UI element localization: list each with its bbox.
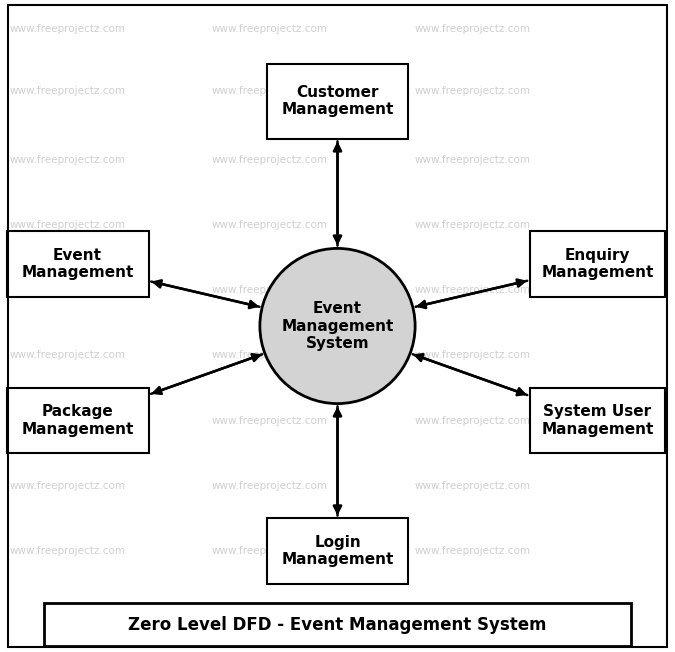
Text: Zero Level DFD - Event Management System: Zero Level DFD - Event Management System	[128, 615, 547, 634]
Text: www.freeprojectz.com: www.freeprojectz.com	[9, 220, 126, 230]
Text: www.freeprojectz.com: www.freeprojectz.com	[414, 350, 531, 361]
Text: www.freeprojectz.com: www.freeprojectz.com	[212, 350, 328, 361]
FancyBboxPatch shape	[530, 388, 665, 453]
Text: www.freeprojectz.com: www.freeprojectz.com	[212, 415, 328, 426]
Text: Login
Management: Login Management	[281, 535, 394, 567]
Text: www.freeprojectz.com: www.freeprojectz.com	[9, 415, 126, 426]
Text: www.freeprojectz.com: www.freeprojectz.com	[212, 220, 328, 230]
Text: Event
Management: Event Management	[22, 248, 134, 280]
Text: www.freeprojectz.com: www.freeprojectz.com	[212, 546, 328, 556]
Text: Customer
Management: Customer Management	[281, 85, 394, 117]
FancyBboxPatch shape	[267, 64, 408, 139]
FancyBboxPatch shape	[267, 518, 408, 584]
Text: www.freeprojectz.com: www.freeprojectz.com	[414, 24, 531, 35]
Text: www.freeprojectz.com: www.freeprojectz.com	[212, 86, 328, 96]
Text: www.freeprojectz.com: www.freeprojectz.com	[414, 481, 531, 491]
Text: Package
Management: Package Management	[22, 404, 134, 437]
Text: www.freeprojectz.com: www.freeprojectz.com	[414, 86, 531, 96]
Text: www.freeprojectz.com: www.freeprojectz.com	[212, 24, 328, 35]
Text: www.freeprojectz.com: www.freeprojectz.com	[9, 155, 126, 165]
Text: www.freeprojectz.com: www.freeprojectz.com	[414, 220, 531, 230]
Text: www.freeprojectz.com: www.freeprojectz.com	[212, 285, 328, 295]
Text: Enquiry
Management: Enquiry Management	[541, 248, 653, 280]
Text: www.freeprojectz.com: www.freeprojectz.com	[414, 155, 531, 165]
FancyBboxPatch shape	[530, 231, 665, 297]
FancyBboxPatch shape	[44, 604, 631, 645]
Text: www.freeprojectz.com: www.freeprojectz.com	[212, 481, 328, 491]
Text: Event
Management
System: Event Management System	[281, 301, 394, 351]
Text: www.freeprojectz.com: www.freeprojectz.com	[9, 350, 126, 361]
Ellipse shape	[260, 248, 415, 404]
FancyBboxPatch shape	[7, 231, 148, 297]
Text: www.freeprojectz.com: www.freeprojectz.com	[9, 24, 126, 35]
Text: www.freeprojectz.com: www.freeprojectz.com	[414, 546, 531, 556]
Text: System User
Management: System User Management	[541, 404, 653, 437]
Text: www.freeprojectz.com: www.freeprojectz.com	[9, 481, 126, 491]
Text: www.freeprojectz.com: www.freeprojectz.com	[212, 155, 328, 165]
Text: www.freeprojectz.com: www.freeprojectz.com	[414, 285, 531, 295]
Text: www.freeprojectz.com: www.freeprojectz.com	[9, 285, 126, 295]
FancyBboxPatch shape	[7, 388, 148, 453]
Text: www.freeprojectz.com: www.freeprojectz.com	[9, 546, 126, 556]
Text: www.freeprojectz.com: www.freeprojectz.com	[414, 415, 531, 426]
Text: www.freeprojectz.com: www.freeprojectz.com	[9, 86, 126, 96]
